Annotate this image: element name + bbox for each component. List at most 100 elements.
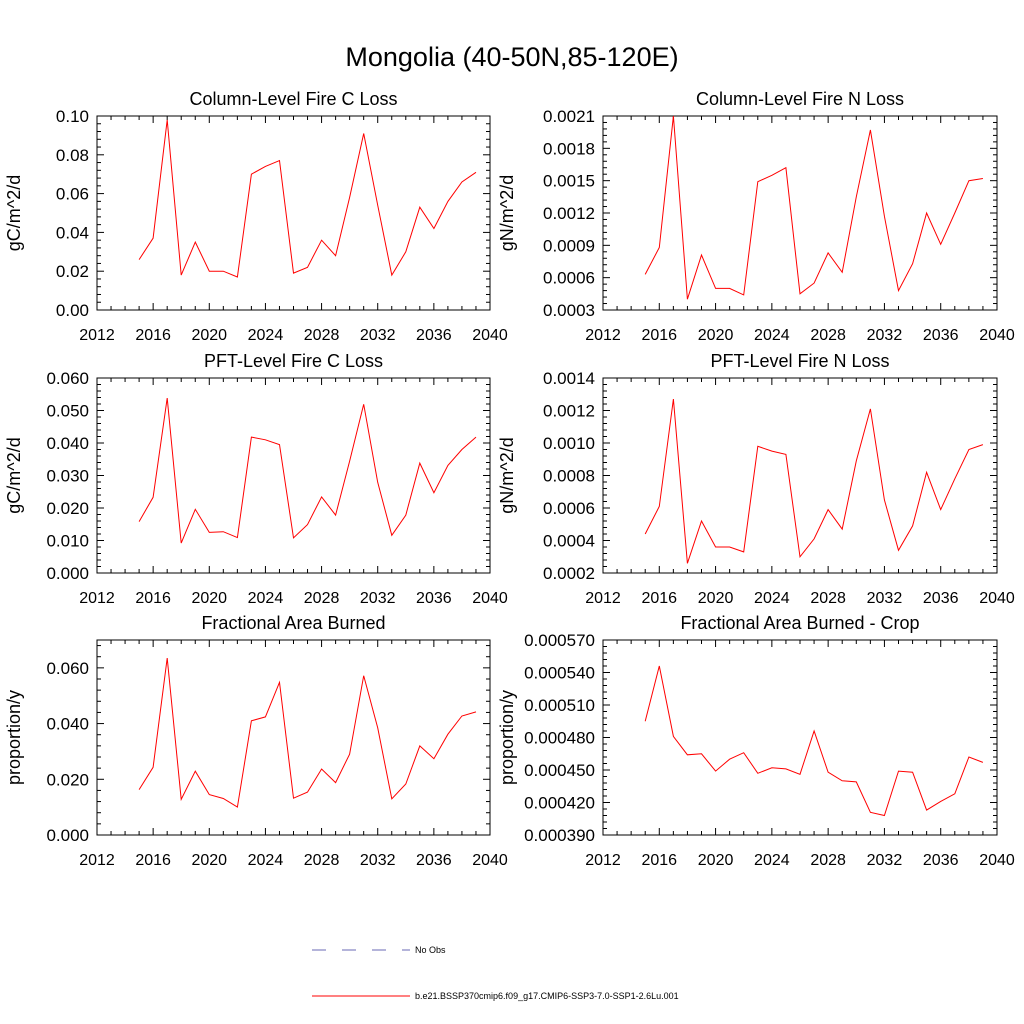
y-axis-label: proportion/y <box>497 690 517 785</box>
chart-panel-1: 2012 2016 2020 2024 2028 2032 2036 2040 0.00 0.02… <box>4 89 508 344</box>
panel-title: PFT-Level Fire N Loss <box>710 351 889 371</box>
x-tick-label: 2020 <box>698 590 734 607</box>
y-tick-label: 0.0002 <box>543 564 595 583</box>
x-tick-label: 2028 <box>810 852 846 869</box>
y-tick-label: 0.000510 <box>524 696 595 715</box>
series-line <box>644 665 984 817</box>
x-tick-label: 2032 <box>360 327 396 344</box>
y-tick-label: 0.000420 <box>524 794 595 813</box>
y-tick-label: 0.0006 <box>543 499 595 518</box>
x-tick-label: 2020 <box>698 327 734 344</box>
x-tick-label: 2012 <box>585 590 621 607</box>
x-tick-label: 2024 <box>248 327 284 344</box>
chart-panel-4: 2012 2016 2020 2024 2028 2032 2036 2040 0.0002 0.… <box>497 351 1015 607</box>
y-tick-label: 0.06 <box>56 185 89 204</box>
x-tick-label: 2036 <box>416 590 452 607</box>
x-tick-label: 2020 <box>191 327 227 344</box>
x-tick-label: 2012 <box>585 327 621 344</box>
y-tick-label: 0.0012 <box>543 204 595 223</box>
panel-title: Fractional Area Burned <box>201 613 385 633</box>
series-line <box>644 115 983 300</box>
plot-frame <box>602 115 998 311</box>
y-tick-label: 0.020 <box>46 499 89 518</box>
y-tick-label: 0.040 <box>46 434 89 453</box>
x-tick-label: 2028 <box>304 327 340 344</box>
x-tick-label: 2012 <box>585 852 621 869</box>
x-tick-label: 2012 <box>79 327 115 344</box>
y-tick-label: 0.00 <box>56 301 89 320</box>
plot-frame <box>602 377 998 574</box>
chart-panel-3: 2012 2016 2020 2024 2028 2032 2036 2040 0.000 0.0… <box>4 351 508 607</box>
x-tick-label: 2024 <box>754 852 790 869</box>
plot-frame <box>602 639 998 836</box>
y-axis-label: gC/m^2/d <box>4 437 24 513</box>
x-tick-label: 2024 <box>754 327 790 344</box>
x-tick-label: 2020 <box>191 852 227 869</box>
panel-title: Column-Level Fire N Loss <box>696 89 904 109</box>
y-tick-label: 0.060 <box>46 659 89 678</box>
y-tick-label: 0.0012 <box>543 402 595 421</box>
x-tick-label: 2020 <box>698 852 734 869</box>
x-tick-label: 2036 <box>416 327 452 344</box>
y-axis-label: gN/m^2/d <box>497 175 517 251</box>
x-tick-label: 2036 <box>923 590 959 607</box>
y-tick-label: 0.030 <box>46 467 89 486</box>
x-tick-label: 2028 <box>810 590 846 607</box>
y-tick-label: 0.040 <box>46 715 89 734</box>
y-tick-label: 0.000480 <box>524 729 595 748</box>
y-tick-label: 0.0015 <box>543 172 595 191</box>
x-tick-label: 2028 <box>810 327 846 344</box>
y-tick-label: 0.0009 <box>543 236 595 255</box>
x-tick-label: 2032 <box>867 590 903 607</box>
x-tick-label: 2032 <box>867 327 903 344</box>
y-tick-label: 0.000390 <box>524 826 595 845</box>
y-tick-label: 0.0018 <box>543 139 595 158</box>
x-tick-label: 2040 <box>979 590 1015 607</box>
y-tick-label: 0.0014 <box>543 369 595 388</box>
x-tick-label: 2036 <box>923 852 959 869</box>
y-tick-label: 0.000570 <box>524 631 595 650</box>
x-tick-label: 2016 <box>135 590 171 607</box>
y-tick-label: 0.050 <box>46 402 89 421</box>
x-tick-label: 2020 <box>191 590 227 607</box>
panels: 2012 2016 2020 2024 2028 2032 2036 2040 0.00 0.02… <box>4 89 1015 869</box>
y-tick-label: 0.000 <box>46 826 89 845</box>
y-tick-label: 0.08 <box>56 146 89 165</box>
y-tick-label: 0.000540 <box>524 664 595 683</box>
series-line <box>138 398 477 544</box>
legend-label-no-obs: No Obs <box>415 945 446 955</box>
y-tick-label: 0.060 <box>46 369 89 388</box>
x-tick-label: 2032 <box>360 852 396 869</box>
y-tick-label: 0.010 <box>46 532 89 551</box>
y-tick-label: 0.0021 <box>543 107 595 126</box>
x-tick-label: 2040 <box>979 852 1015 869</box>
x-tick-label: 2012 <box>79 590 115 607</box>
x-tick-label: 2016 <box>641 590 677 607</box>
x-tick-label: 2040 <box>979 327 1015 344</box>
y-tick-label: 0.0006 <box>543 269 595 288</box>
series-line <box>138 658 477 808</box>
x-tick-label: 2024 <box>754 590 790 607</box>
chart-panel-2: 2012 2016 2020 2024 2028 2032 2036 2040 0.0003 0.… <box>497 89 1015 344</box>
x-tick-label: 2024 <box>248 852 284 869</box>
x-tick-label: 2032 <box>867 852 903 869</box>
x-tick-label: 2016 <box>135 852 171 869</box>
x-tick-label: 2028 <box>304 852 340 869</box>
legend: No Obs b.e21.BSSP370cmip6.f09_g17.CMIP6-… <box>312 945 679 1001</box>
chart-panel-5: 2012 2016 2020 2024 2028 2032 2036 2040 0.000 0.0… <box>4 613 508 869</box>
y-axis-label: gN/m^2/d <box>497 437 517 513</box>
legend-label-model-run: b.e21.BSSP370cmip6.f09_g17.CMIP6-SSP3-7.… <box>415 991 679 1001</box>
x-tick-label: 2024 <box>248 590 284 607</box>
panel-title: Fractional Area Burned - Crop <box>680 613 919 633</box>
x-tick-label: 2040 <box>472 327 508 344</box>
series-line <box>138 119 477 278</box>
y-axis-label: gC/m^2/d <box>4 175 24 251</box>
series-line <box>644 399 984 564</box>
x-tick-label: 2036 <box>416 852 452 869</box>
x-tick-label: 2016 <box>641 327 677 344</box>
y-tick-label: 0.0004 <box>543 532 595 551</box>
y-tick-label: 0.000450 <box>524 761 595 780</box>
y-tick-label: 0.0010 <box>543 434 595 453</box>
x-tick-label: 2036 <box>923 327 959 344</box>
